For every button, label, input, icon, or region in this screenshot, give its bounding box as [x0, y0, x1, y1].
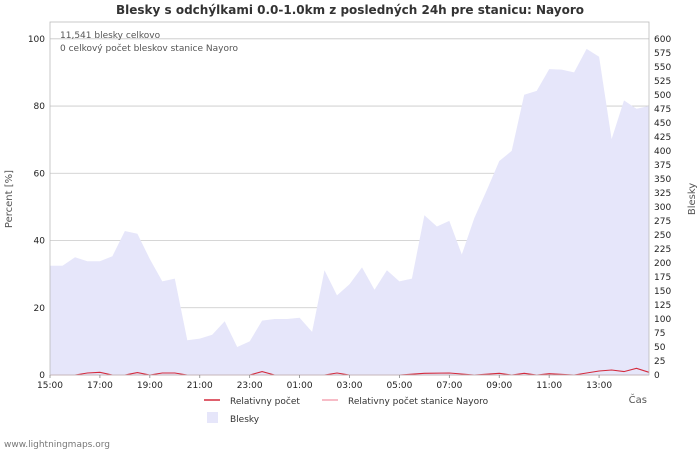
total-lightning-note: 11,541 blesky celkovo [60, 31, 161, 41]
blesky-area-layer [50, 48, 649, 376]
x-tick-17:00: 17:00 [87, 381, 113, 391]
y-ticks-left: 0 20 40 60 80 100 [28, 35, 45, 381]
x-tick-01:00: 01:00 [287, 381, 313, 391]
y-tick-left-40: 40 [34, 237, 46, 247]
x-tick-23:00: 23:00 [237, 381, 263, 391]
y-tick-right-250: 250 [654, 231, 671, 241]
y-tick-right-175: 175 [654, 273, 671, 283]
y-axis-right-label: Blesky [687, 183, 698, 215]
x-tick-11:00: 11:00 [536, 381, 562, 391]
y-tick-right-0: 0 [654, 371, 660, 381]
x-tick-19:00: 19:00 [137, 381, 163, 391]
legend-label-relative: Relativny počet [230, 396, 300, 407]
y-tick-right-575: 575 [654, 49, 671, 59]
y-tick-right-50: 50 [654, 343, 666, 353]
y-tick-right-350: 350 [654, 175, 671, 185]
y-tick-right-25: 25 [654, 357, 665, 367]
y-tick-right-225: 225 [654, 245, 671, 255]
legend-label-blesky: Blesky [230, 415, 260, 425]
y-tick-right-100: 100 [654, 315, 671, 325]
x-tick-09:00: 09:00 [486, 381, 512, 391]
y-tick-right-75: 75 [654, 329, 665, 339]
x-tick-05:00: 05:00 [386, 381, 412, 391]
y-tick-right-400: 400 [654, 147, 671, 157]
footer-credit: www.lightningmaps.org [4, 440, 110, 450]
y-tick-right-475: 475 [654, 105, 671, 115]
x-tick-07:00: 07:00 [436, 381, 462, 391]
y-tick-right-600: 600 [654, 35, 671, 45]
y-tick-right-200: 200 [654, 259, 671, 269]
y-tick-right-550: 550 [654, 63, 671, 73]
x-axis-label: Čas [629, 393, 647, 406]
y-tick-right-425: 425 [654, 133, 671, 143]
legend-label-relative-station: Relativny počet stanice Nayoro [348, 396, 489, 407]
y-tick-right-500: 500 [654, 91, 671, 101]
y-tick-left-60: 60 [34, 169, 46, 179]
x-tick-15:00: 15:00 [37, 381, 63, 391]
x-ticks: 15:00 17:00 19:00 21:00 23:00 01:00 03:00 05:00… [37, 375, 612, 391]
y-tick-right-325: 325 [654, 189, 671, 199]
station-count-note: 0 celkový počet bleskov stanice Nayoro [60, 43, 238, 54]
y-tick-right-300: 300 [654, 203, 671, 213]
chart-title: Blesky s odchýlkami 0.0-1.0km z posledný… [116, 3, 584, 17]
blesky-area [50, 48, 649, 376]
y-tick-left-100: 100 [28, 35, 45, 45]
legend-swatch-blesky [207, 412, 218, 423]
legend: Relativny počet Relativny počet stanice … [204, 396, 489, 425]
y-tick-right-450: 450 [654, 119, 671, 129]
y-tick-right-125: 125 [654, 301, 671, 311]
y-ticks-right: 0 25 50 75 100 125 150 175 200 225 250 275 300 325 350… [654, 35, 671, 381]
y-tick-right-275: 275 [654, 217, 671, 227]
y-tick-right-150: 150 [654, 287, 671, 297]
y-tick-left-80: 80 [34, 102, 46, 112]
x-tick-03:00: 03:00 [337, 381, 363, 391]
x-tick-21:00: 21:00 [187, 381, 213, 391]
y-tick-right-525: 525 [654, 77, 671, 87]
y-tick-right-375: 375 [654, 161, 671, 171]
x-tick-13:00: 13:00 [586, 381, 612, 391]
y-tick-left-0: 0 [39, 371, 45, 381]
relative-count-line [50, 367, 650, 376]
y-axis-left-label: Percent [%] [4, 170, 15, 228]
y-tick-left-20: 20 [34, 304, 46, 314]
